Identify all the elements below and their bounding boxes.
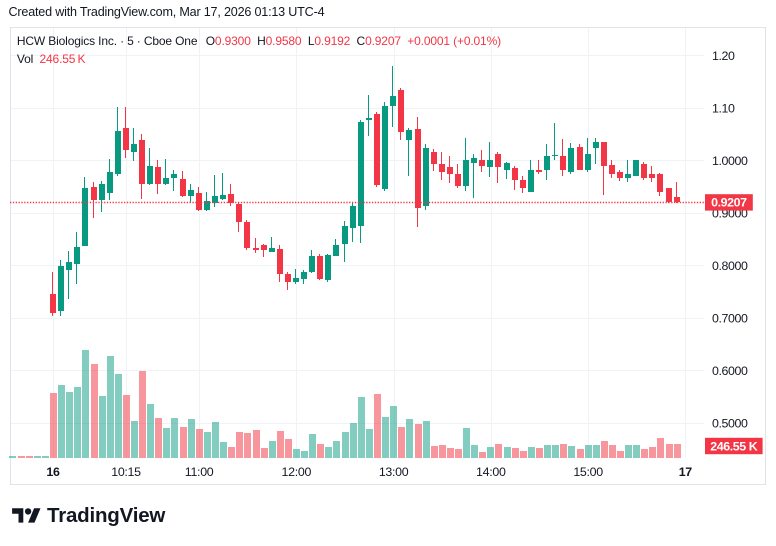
svg-text:14:00: 14:00 (476, 465, 506, 479)
svg-text:13:00: 13:00 (379, 465, 409, 479)
svg-text:0.8000: 0.8000 (712, 259, 748, 273)
svg-text:1.0000: 1.0000 (712, 154, 748, 168)
svg-text:0.9207: 0.9207 (711, 196, 747, 210)
svg-text:15:00: 15:00 (573, 465, 603, 479)
svg-text:16: 16 (46, 465, 60, 479)
svg-text:0.6000: 0.6000 (712, 364, 748, 378)
svg-text:0.7000: 0.7000 (712, 312, 748, 326)
svg-text:10:15: 10:15 (111, 465, 141, 479)
svg-text:246.55 K: 246.55 K (710, 439, 758, 453)
svg-text:0.5000: 0.5000 (712, 417, 748, 431)
svg-text:12:00: 12:00 (282, 465, 312, 479)
svg-text:11:00: 11:00 (185, 465, 214, 479)
svg-text:1.10: 1.10 (712, 102, 735, 116)
svg-text:17: 17 (679, 465, 693, 479)
svg-text:1.20: 1.20 (712, 49, 735, 63)
